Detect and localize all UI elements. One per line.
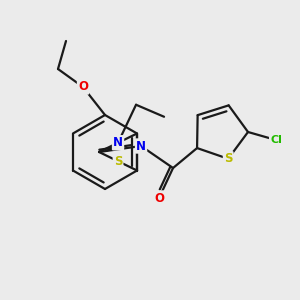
Text: O: O [78,80,88,94]
Text: N: N [113,136,123,149]
Text: O: O [154,191,164,205]
Text: Cl: Cl [270,135,282,145]
Text: N: N [136,140,146,152]
Text: S: S [114,155,122,168]
Text: S: S [224,152,233,165]
